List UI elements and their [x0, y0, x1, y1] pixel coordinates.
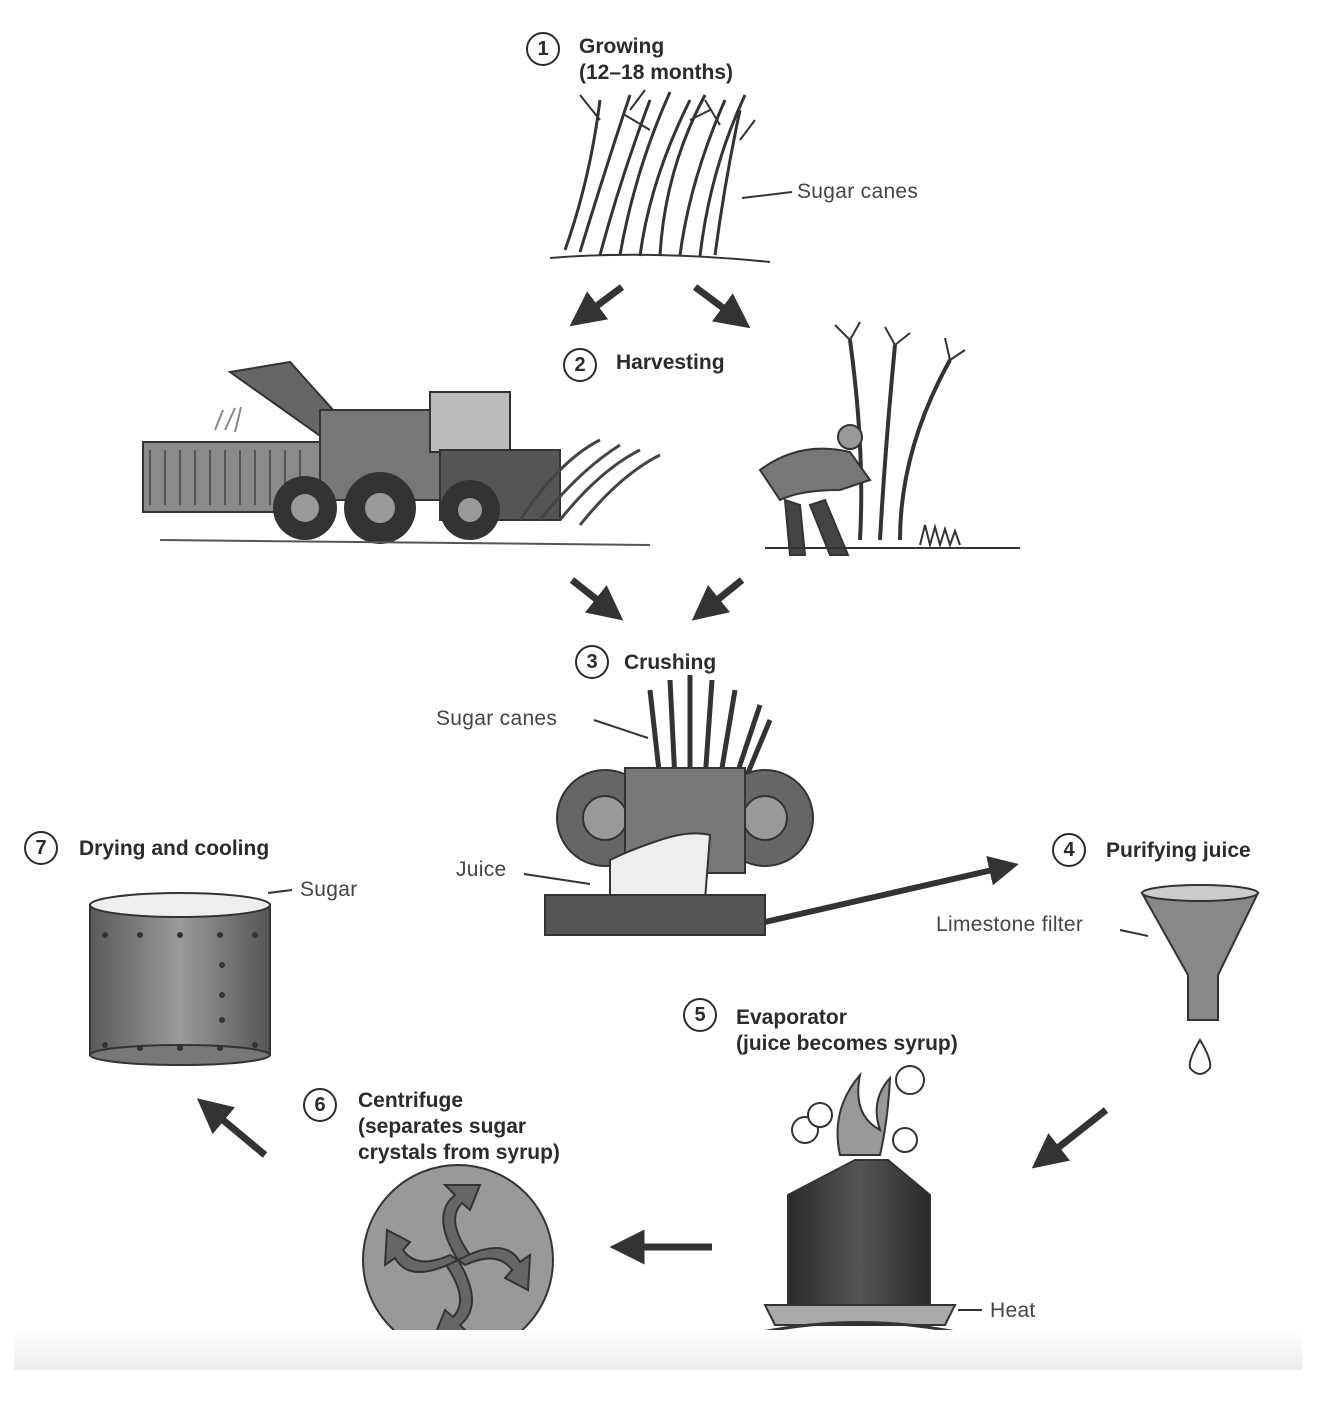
step-subtitle-evaporator: (juice becomes syrup) [736, 1032, 958, 1055]
step-number-7: 7 [24, 831, 58, 865]
leader-line-juice [523, 873, 591, 885]
leader-line-limestone-filter [1119, 929, 1149, 937]
label-sugar: Sugar [300, 878, 358, 901]
step-title-harvesting: Harvesting [616, 351, 725, 374]
label-limestone-filter: Limestone filter [936, 913, 1084, 936]
label-heat: Heat [990, 1299, 1036, 1322]
arrow-purifying-to-evaporator [1031, 1107, 1109, 1169]
sugar-canes-field-illustration [549, 89, 771, 263]
arrow-centrifuge-to-drying [196, 1098, 268, 1158]
arrow-growing-to-machine [569, 284, 625, 327]
label-juice: Juice [456, 858, 507, 881]
step-title-purifying-juice: Purifying juice [1106, 839, 1251, 862]
label-sugar-canes-top: Sugar canes [797, 180, 919, 203]
step-number-3: 3 [575, 645, 609, 679]
step-subtitle-centrifuge-line1: (separates sugar [358, 1115, 527, 1138]
step-number-5: 5 [683, 998, 717, 1032]
step-subtitle-growing: (12–18 months) [579, 61, 734, 84]
step-number-4: 4 [1052, 833, 1086, 867]
step-number-2: 2 [563, 348, 597, 382]
drying-drum-illustration [89, 892, 271, 1066]
step-title-crushing: Crushing [624, 651, 717, 674]
step-title-drying-and-cooling: Drying and cooling [79, 837, 270, 860]
harvester-machine-illustration [142, 360, 661, 546]
arrow-machine-to-crushing [569, 577, 624, 621]
crushing-mill-illustration [544, 675, 814, 936]
manual-harvesting-illustration [758, 321, 1020, 556]
step-number-1: 1 [526, 32, 560, 66]
leader-line-sugar-canes-top [741, 191, 793, 199]
bottom-shading [14, 1330, 1302, 1370]
step-title-growing: Growing [579, 35, 665, 58]
leader-line-sugar [267, 889, 293, 894]
step-subtitle-centrifuge-line2: crystals from syrup) [358, 1141, 560, 1164]
step-title-evaporator: Evaporator [736, 1006, 847, 1029]
arrow-manual-to-crushing [691, 577, 745, 621]
evaporator-illustration [747, 1065, 971, 1352]
step-title-centrifuge: Centrifuge [358, 1089, 463, 1112]
step-number-6: 6 [303, 1088, 337, 1122]
leader-line-sugar-canes-mill [593, 719, 649, 739]
arrow-growing-to-manual [692, 284, 751, 329]
limestone-filter-funnel-illustration [1140, 884, 1260, 1075]
label-sugar-canes-mill: Sugar canes [436, 707, 558, 730]
arrow-crushing-to-purifying [764, 856, 1019, 925]
centrifuge-illustration [362, 1164, 554, 1356]
